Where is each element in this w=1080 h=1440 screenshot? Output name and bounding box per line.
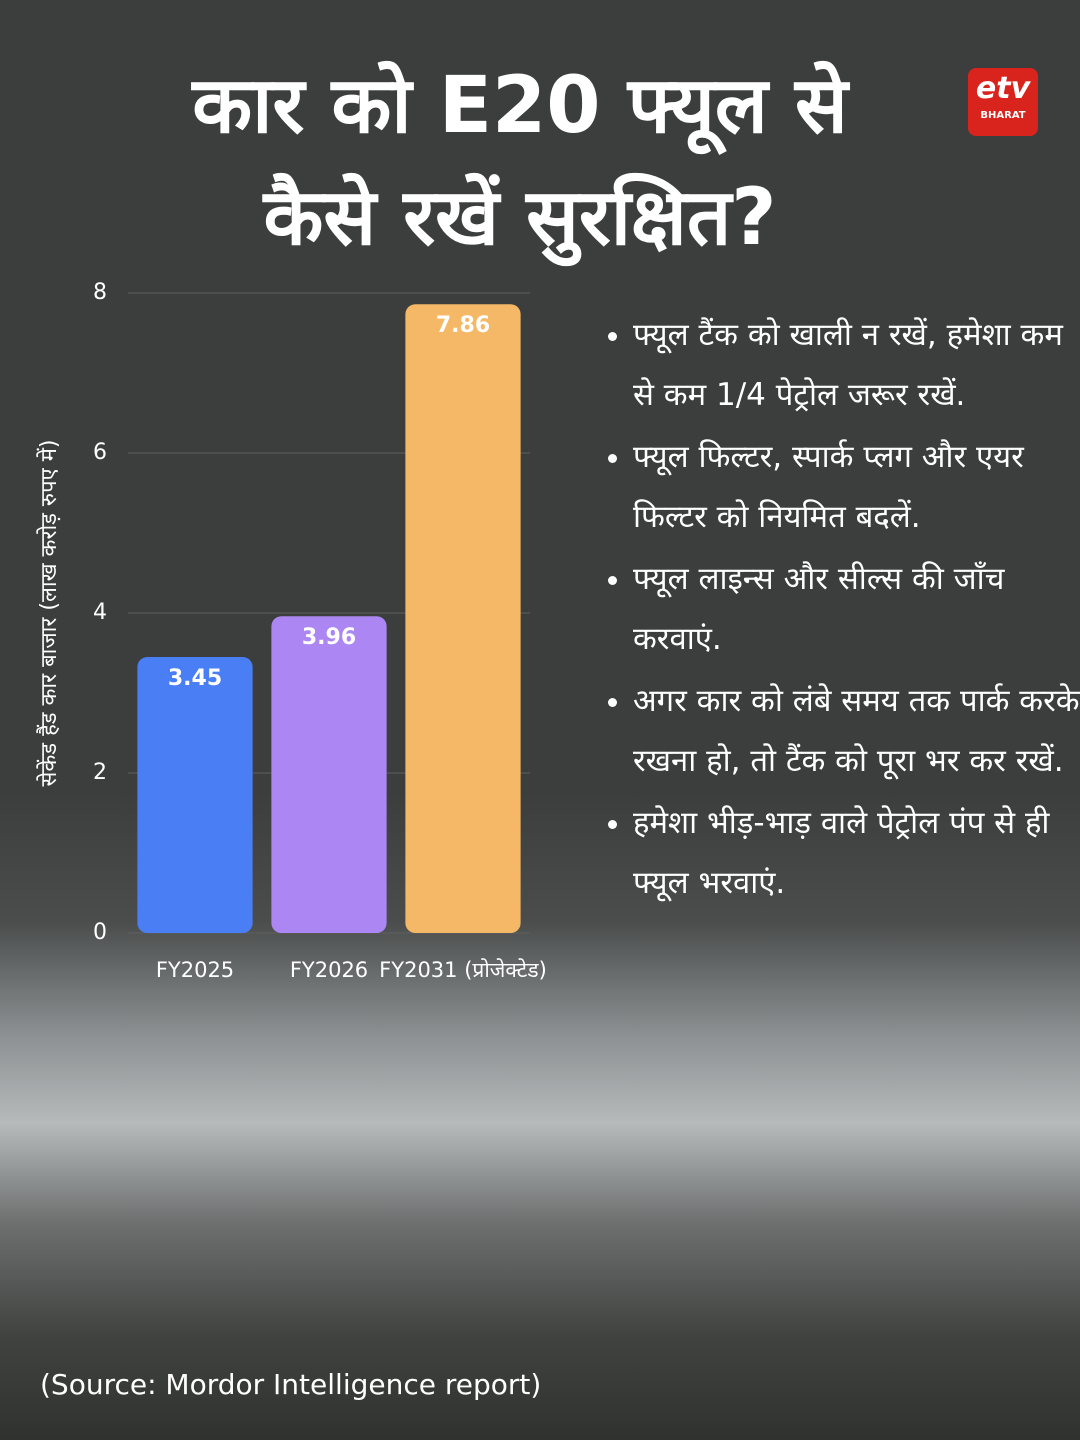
y-axis-label: सेकेंड हैंड कार बाजार (लाख करोड़ रुपए मे… <box>36 440 62 787</box>
bar <box>137 657 253 933</box>
y-tick-label: 4 <box>93 600 107 625</box>
data-label: 3.96 <box>302 625 356 650</box>
bar <box>271 616 387 933</box>
x-tick-label: FY2026 <box>290 958 368 982</box>
x-tick-label: FY2031 (प्रोजेक्टेड) <box>379 958 547 982</box>
bullet: अगर कार को लंबे समय तक पार्क करके रखना ह… <box>633 671 1080 791</box>
title: कार को E20 फ्यूल से कैसे रखें सुरक्षित? <box>192 61 848 263</box>
y-tick-label: 0 <box>93 920 107 945</box>
x-tick-label: FY2025 <box>156 958 234 982</box>
bullet: फ्यूल लाइन्स और सील्स की जाँच करवाएं. <box>633 549 1080 669</box>
y-tick-label: 6 <box>93 440 107 465</box>
bar <box>405 304 521 933</box>
brand: etv <box>975 71 1031 106</box>
logo: etv BHARAT <box>968 68 1038 136</box>
bullet: फ्यूल फिल्टर, स्पार्क प्लग और एयर फिल्टर… <box>633 427 1080 547</box>
y-tick-label: 2 <box>93 760 107 785</box>
bullet: फ्यूल टैंक को खाली न रखें, हमेशा कम से क… <box>633 305 1080 425</box>
y-tick-label: 8 <box>93 280 107 305</box>
brand-sub: BHARAT <box>980 110 1026 121</box>
source: (Source: Mordor Intelligence report) <box>40 1368 542 1401</box>
data-label: 3.45 <box>168 666 222 691</box>
bullet: हमेशा भीड़-भाड़ वाले पेट्रोल पंप से ही फ… <box>633 793 1080 913</box>
bullet-list: फ्यूल टैंक को खाली न रखें, हमेशा कम से क… <box>595 305 1080 915</box>
data-label: 7.86 <box>436 313 490 338</box>
